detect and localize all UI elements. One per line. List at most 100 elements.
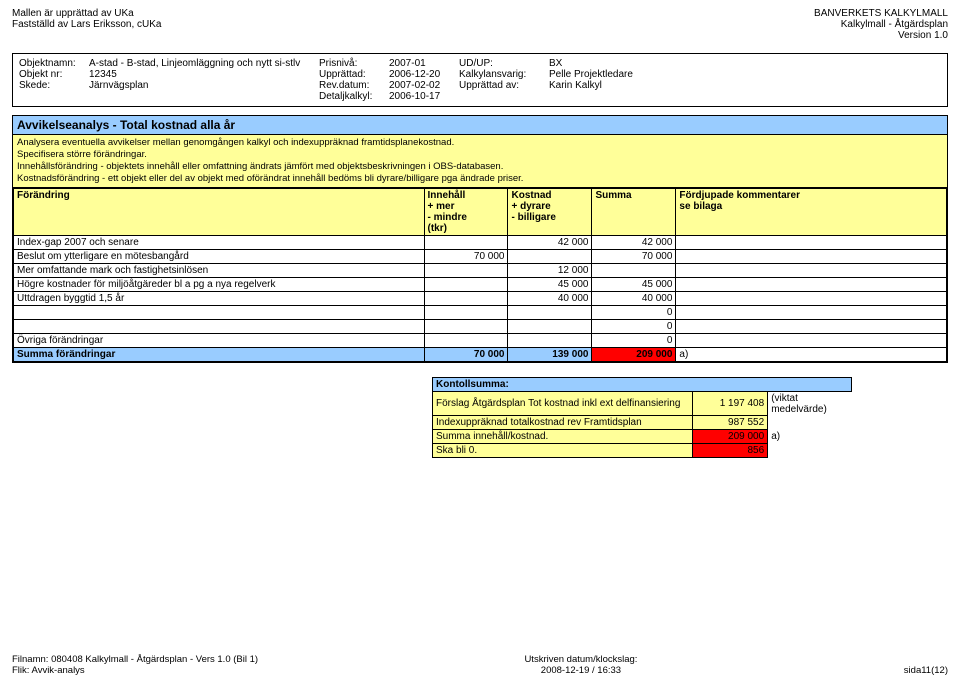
page-header: Mallen är upprättad av UKa Fastställd av…	[12, 8, 948, 41]
kontroll-value: 209 000	[692, 430, 767, 444]
cell-kommentar	[676, 291, 947, 305]
total-label: Summa förändringar	[14, 347, 425, 361]
meta-label: Upprättad:	[319, 69, 389, 80]
cell-name: Beslut om ytterligare en mötesbangård	[14, 249, 425, 263]
header-right-line1: BANVERKETS KALKYLMALL	[814, 8, 948, 19]
cell-name: Mer omfattande mark och fastighetsinlöse…	[14, 263, 425, 277]
footer-right: sida11(12)	[904, 654, 948, 676]
kontroll-label: Indexuppräknad totalkostnad rev Framtids…	[433, 416, 693, 430]
meta-value	[89, 91, 319, 102]
cell-kostnad: 12 000	[508, 263, 592, 277]
meta-value: BX	[549, 58, 562, 69]
meta-label: Upprättad av:	[459, 80, 549, 91]
kontroll-note: a)	[768, 430, 852, 444]
analysis-section: Avvikelseanalys - Total kostnad alla år …	[12, 115, 948, 363]
desc-line: Analysera eventuella avvikelser mellan g…	[17, 137, 454, 148]
meta-label	[459, 91, 549, 102]
cell-kommentar	[676, 305, 947, 319]
kontroll-table: Kontollsumma: Förslag Åtgärdsplan Tot ko…	[432, 377, 852, 459]
col-kostnad: Kostnad + dyrare - billigare	[508, 188, 592, 235]
meta-row: Skede:JärnvägsplanRev.datum:2007-02-02Up…	[19, 80, 941, 91]
cell-innehall	[424, 277, 508, 291]
cell-summa: 0	[592, 333, 676, 347]
header-right: BANVERKETS KALKYLMALL Kalkylmall - Åtgär…	[814, 8, 948, 41]
footer-filename: Filnamn: 080408 Kalkylmall - Åtgärdsplan…	[12, 654, 258, 665]
cell-innehall	[424, 319, 508, 333]
section-title: Avvikelseanalys - Total kostnad alla år	[13, 116, 947, 135]
cell-kostnad: 42 000	[508, 235, 592, 249]
cell-summa: 0	[592, 319, 676, 333]
meta-label: Rev.datum:	[319, 80, 389, 91]
meta-row: Objekt nr:12345Upprättad:2006-12-20Kalky…	[19, 69, 941, 80]
meta-value: 2006-12-20	[389, 69, 459, 80]
cell-innehall	[424, 333, 508, 347]
cell-summa: 40 000	[592, 291, 676, 305]
desc-line: Innehållsförändring - objektets innehåll…	[17, 161, 503, 172]
cell-name	[14, 319, 425, 333]
cell-innehall	[424, 235, 508, 249]
kontroll-row: Indexuppräknad totalkostnad rev Framtids…	[433, 416, 852, 430]
cell-kommentar	[676, 319, 947, 333]
meta-label	[19, 91, 89, 102]
kontroll-row: Ska bli 0.856	[433, 444, 852, 458]
meta-value: 2006-10-17	[389, 91, 459, 102]
footer-printed-value: 2008-12-19 / 16:33	[524, 665, 637, 676]
table-row: Index-gap 2007 och senare42 00042 000	[14, 235, 947, 249]
cell-kommentar	[676, 277, 947, 291]
meta-label: UD/UP:	[459, 58, 549, 69]
header-left: Mallen är upprättad av UKa Fastställd av…	[12, 8, 162, 41]
kontroll-label: Förslag Åtgärdsplan Tot kostnad inkl ext…	[433, 391, 693, 416]
meta-label: Prisnivå:	[319, 58, 389, 69]
meta-label: Objekt nr:	[19, 69, 89, 80]
kontroll-row: Summa innehåll/kostnad.209 000a)	[433, 430, 852, 444]
section-description: Analysera eventuella avvikelser mellan g…	[13, 135, 947, 188]
kontroll-value: 856	[692, 444, 767, 458]
total-kostnad: 139 000	[508, 347, 592, 361]
kontroll-note	[768, 416, 852, 430]
cell-summa: 70 000	[592, 249, 676, 263]
cell-kostnad: 45 000	[508, 277, 592, 291]
footer-flik: Flik: Avvik-analys	[12, 665, 258, 676]
cell-kommentar	[676, 235, 947, 249]
header-left-line1: Mallen är upprättad av UKa	[12, 8, 162, 19]
meta-value: Järnvägsplan	[89, 80, 319, 91]
meta-value: 2007-02-02	[389, 80, 459, 91]
table-row: Beslut om ytterligare en mötesbangård70 …	[14, 249, 947, 263]
cell-kostnad	[508, 333, 592, 347]
cell-kostnad	[508, 249, 592, 263]
total-innehall: 70 000	[424, 347, 508, 361]
kontroll-value: 987 552	[692, 416, 767, 430]
cell-summa: 45 000	[592, 277, 676, 291]
kontroll-note	[768, 444, 852, 458]
cell-name: Uttdragen byggtid 1,5 år	[14, 291, 425, 305]
cell-kommentar	[676, 263, 947, 277]
cell-innehall	[424, 263, 508, 277]
footer-printed-label: Utskriven datum/klockslag:	[524, 654, 637, 665]
meta-value: Pelle Projektledare	[549, 69, 633, 80]
cell-name: Övriga förändringar	[14, 333, 425, 347]
col-kommentar: Fördjupade kommentarer se bilaga	[676, 188, 947, 235]
footer-page: sida11(12)	[904, 665, 948, 676]
cell-innehall	[424, 305, 508, 319]
meta-label: Skede:	[19, 80, 89, 91]
table-row: 0	[14, 305, 947, 319]
cell-kostnad	[508, 319, 592, 333]
cell-kostnad	[508, 305, 592, 319]
kontroll-value: 1 197 408	[692, 391, 767, 416]
meta-value: Karin Kalkyl	[549, 80, 602, 91]
cell-name	[14, 305, 425, 319]
page-footer: Filnamn: 080408 Kalkylmall - Åtgärdsplan…	[12, 654, 948, 676]
metadata-box: Objektnamn:A-stad - B-stad, Linjeomläggn…	[12, 53, 948, 107]
kontroll-row: Förslag Åtgärdsplan Tot kostnad inkl ext…	[433, 391, 852, 416]
col-innehall: Innehåll + mer - mindre (tkr)	[424, 188, 508, 235]
header-right-line2: Kalkylmall - Åtgärdsplan	[814, 19, 948, 30]
header-left-line2: Fastställd av Lars Eriksson, cUKa	[12, 19, 162, 30]
table-row: Uttdragen byggtid 1,5 år40 00040 000	[14, 291, 947, 305]
col-forandring: Förändring	[14, 188, 425, 235]
col-summa: Summa	[592, 188, 676, 235]
changes-table: Förändring Innehåll + mer - mindre (tkr)…	[13, 188, 947, 362]
cell-summa	[592, 263, 676, 277]
total-note: a)	[676, 347, 947, 361]
cell-innehall: 70 000	[424, 249, 508, 263]
kontroll-label: Ska bli 0.	[433, 444, 693, 458]
